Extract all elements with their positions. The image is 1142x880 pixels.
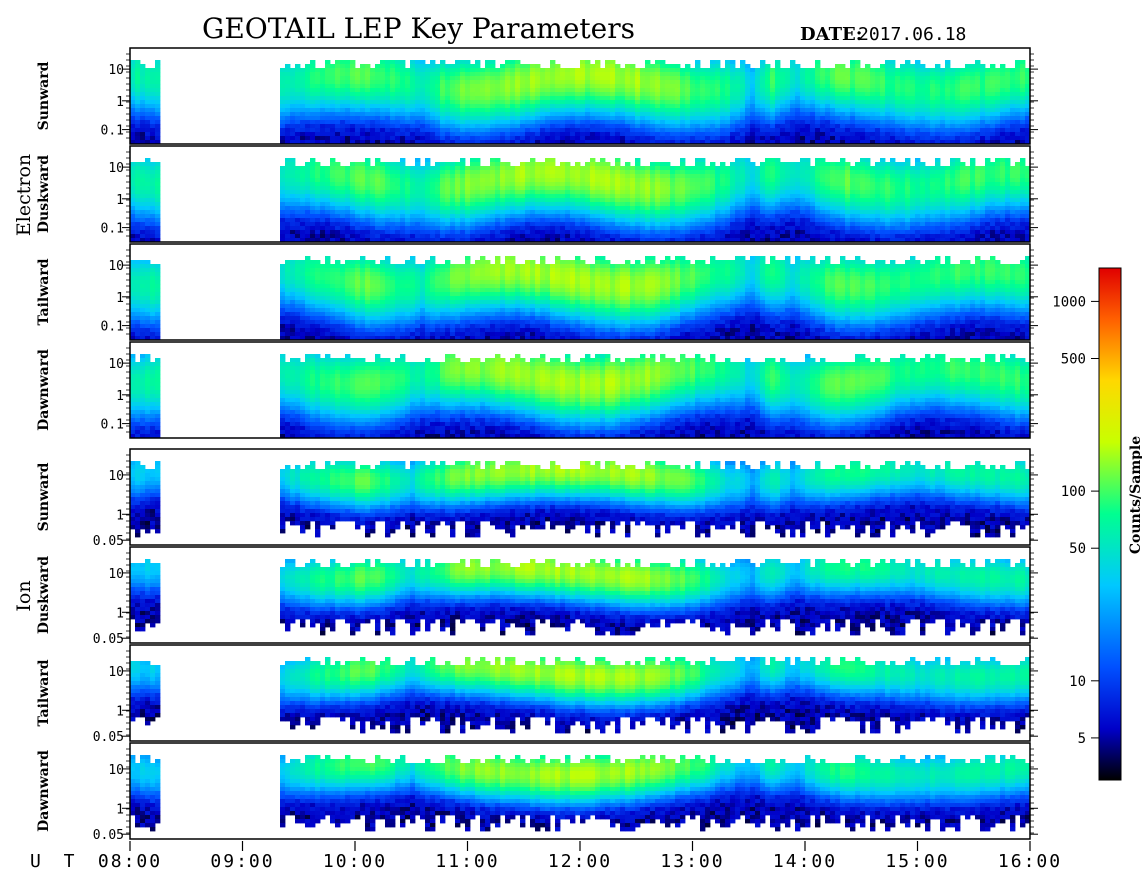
group-label-ion: Ion — [13, 580, 35, 611]
panel-electron-duskward: Duskward 10 1 0.1 — [36, 145, 1038, 243]
colorbar-tick-label: 100 — [1061, 484, 1086, 500]
spectrogram-cells — [130, 60, 1031, 145]
panel-label: Dawnward — [36, 750, 52, 832]
panel-ion-sunward: Sunward 10 1 0.05 — [36, 448, 1038, 549]
group-label-electron: Electron — [13, 154, 35, 236]
colorbar-tick-label: 1000 — [1052, 294, 1086, 310]
y-tick-label: 1 — [116, 389, 124, 404]
y-tick-label: 10 — [108, 567, 124, 582]
spectrogram-cells — [130, 354, 1031, 439]
colorbar-label: Counts/Sample — [1128, 436, 1142, 554]
y-tick-label: 0.1 — [101, 418, 124, 433]
panel-label: Duskward — [36, 155, 52, 233]
panel-electron-dawnward: Dawnward 10 1 0.1 — [36, 341, 1038, 439]
x-tick-label: 11:00 — [435, 851, 499, 872]
panel-ion-duskward: Duskward 10 1 0.05 — [36, 546, 1038, 647]
panel-label: Tailward — [36, 659, 52, 726]
panel-ion-tailward: Tailward 10 1 0.05 — [36, 644, 1038, 745]
y-tick-label: 0.05 — [93, 632, 124, 647]
y-tick-label: 0.05 — [93, 828, 124, 843]
x-tick-label: 16:00 — [998, 851, 1062, 872]
panel-electron-tailward: Tailward 10 1 0.1 — [36, 243, 1038, 341]
y-tick-label: 1 — [116, 704, 124, 719]
x-axis-label: U T — [30, 851, 81, 872]
date-label: DATE: — [800, 24, 862, 45]
panel-label: Tailward — [36, 258, 52, 325]
y-tick-label: 0.1 — [101, 124, 124, 139]
x-tick-label: 12:00 — [548, 851, 612, 872]
colorbar-tick-label: 50 — [1069, 541, 1086, 557]
y-tick-label: 10 — [108, 259, 124, 274]
x-tick-labels: 08:00 09:00 10:00 11:00 12:00 13:00 14:00 15:00… — [98, 841, 1062, 872]
spectrogram-cells — [130, 461, 1031, 538]
colorbar-ticks: 5 10 50 100 500 1000 — [1052, 294, 1099, 747]
spectrogram-cells — [130, 256, 1031, 341]
spectrogram-cells — [130, 657, 1031, 734]
y-tick-label: 0.05 — [93, 730, 124, 745]
date-value: 2017.06.18 — [858, 24, 966, 45]
panel-label: Sunward — [36, 462, 52, 531]
y-tick-label: 10 — [108, 469, 124, 484]
x-tick-label: 13:00 — [660, 851, 724, 872]
x-tick-label: 08:00 — [98, 851, 162, 872]
y-tick-label: 1 — [116, 802, 124, 817]
panel-label: Dawnward — [36, 349, 52, 431]
panel-label: Duskward — [36, 556, 52, 634]
y-tick-label: 1 — [116, 508, 124, 523]
y-tick-label: 0.05 — [93, 534, 124, 549]
y-tick-label: 10 — [108, 161, 124, 176]
y-tick-label: 10 — [108, 63, 124, 78]
x-tick-label: 14:00 — [773, 851, 837, 872]
spectrogram-cells — [130, 559, 1031, 636]
panel-electron-sunward: Sunward 10 1 0.1 — [36, 47, 1038, 145]
x-tick-label: 10:00 — [323, 851, 387, 872]
y-tick-label: 10 — [108, 763, 124, 778]
y-tick-label: 1 — [116, 606, 124, 621]
colorbar-tick-label: 10 — [1069, 674, 1086, 690]
colorbar-tick-label: 5 — [1078, 731, 1086, 747]
y-tick-label: 0.1 — [101, 222, 124, 237]
spectrogram-cells — [130, 158, 1031, 243]
panel-ion-dawnward: Dawnward 10 1 0.05 — [36, 742, 1038, 843]
y-tick-label: 1 — [116, 193, 124, 208]
y-tick-label: 1 — [116, 291, 124, 306]
x-tick-label: 15:00 — [885, 851, 949, 872]
colorbar — [1098, 267, 1122, 781]
panel-group: Sunward 10 1 0.1 Duskward 10 1 0.1 Tailward 10 1 0.… — [36, 47, 1038, 843]
y-tick-label: 10 — [108, 665, 124, 680]
y-tick-label: 1 — [116, 95, 124, 110]
y-tick-label: 0.1 — [101, 320, 124, 335]
spectrogram-cells — [130, 755, 1031, 832]
panel-label: Sunward — [36, 61, 52, 130]
colorbar-tick-label: 500 — [1061, 352, 1086, 368]
y-tick-label: 10 — [108, 357, 124, 372]
figure-title: GEOTAIL LEP Key Parameters — [202, 12, 635, 45]
x-tick-label: 09:00 — [210, 851, 274, 872]
